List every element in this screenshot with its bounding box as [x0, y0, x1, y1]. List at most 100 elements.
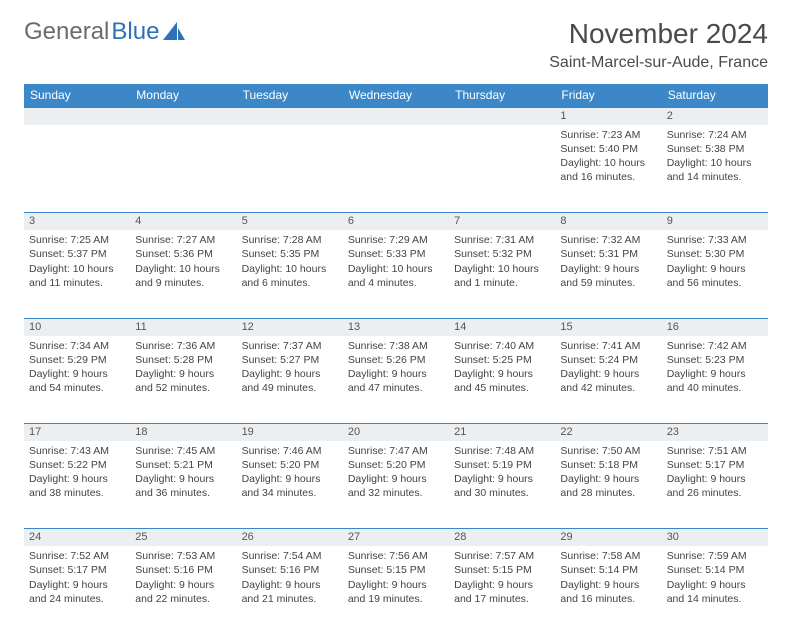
sunset-line: Sunset: 5:15 PM	[348, 563, 444, 577]
sunset-line: Sunset: 5:16 PM	[135, 563, 231, 577]
sunrise-line: Sunrise: 7:46 AM	[242, 444, 338, 458]
day-cell: Sunrise: 7:34 AMSunset: 5:29 PMDaylight:…	[24, 336, 130, 424]
daylight-line: Daylight: 9 hours	[29, 472, 125, 486]
day-number: 30	[662, 529, 768, 546]
location-subtitle: Saint-Marcel-sur-Aude, France	[549, 54, 768, 72]
day-cell: Sunrise: 7:36 AMSunset: 5:28 PMDaylight:…	[130, 336, 236, 424]
sunset-line: Sunset: 5:24 PM	[560, 353, 656, 367]
sunset-line: Sunset: 5:38 PM	[667, 142, 763, 156]
day-cell: Sunrise: 7:28 AMSunset: 5:35 PMDaylight:…	[237, 230, 343, 318]
day-cell: Sunrise: 7:56 AMSunset: 5:15 PMDaylight:…	[343, 546, 449, 634]
daylight-line: and 45 minutes.	[454, 381, 550, 395]
daylight-line: and 47 minutes.	[348, 381, 444, 395]
day-number: 28	[449, 529, 555, 546]
daylight-line: Daylight: 10 hours	[348, 262, 444, 276]
day-number	[343, 107, 449, 125]
sunset-line: Sunset: 5:21 PM	[135, 458, 231, 472]
day-number: 10	[24, 318, 130, 335]
daylight-line: and 34 minutes.	[242, 486, 338, 500]
daylight-line: and 42 minutes.	[560, 381, 656, 395]
day-number	[130, 107, 236, 125]
daylight-line: and 38 minutes.	[29, 486, 125, 500]
sunset-line: Sunset: 5:26 PM	[348, 353, 444, 367]
daylight-line: and 6 minutes.	[242, 276, 338, 290]
daynum-row: 17181920212223	[24, 424, 768, 441]
day-cell: Sunrise: 7:48 AMSunset: 5:19 PMDaylight:…	[449, 441, 555, 529]
sunrise-line: Sunrise: 7:28 AM	[242, 233, 338, 247]
sunrise-line: Sunrise: 7:32 AM	[560, 233, 656, 247]
sunset-line: Sunset: 5:37 PM	[29, 247, 125, 261]
day-cell: Sunrise: 7:23 AMSunset: 5:40 PMDaylight:…	[555, 125, 661, 213]
day-cell: Sunrise: 7:32 AMSunset: 5:31 PMDaylight:…	[555, 230, 661, 318]
day-cell: Sunrise: 7:25 AMSunset: 5:37 PMDaylight:…	[24, 230, 130, 318]
sunrise-line: Sunrise: 7:51 AM	[667, 444, 763, 458]
page-header: GeneralBlue November 2024 Saint-Marcel-s…	[24, 18, 768, 72]
daylight-line: and 28 minutes.	[560, 486, 656, 500]
day-cell: Sunrise: 7:51 AMSunset: 5:17 PMDaylight:…	[662, 441, 768, 529]
daylight-line: and 54 minutes.	[29, 381, 125, 395]
day-cell	[237, 125, 343, 213]
month-title: November 2024	[549, 18, 768, 50]
day-cell: Sunrise: 7:46 AMSunset: 5:20 PMDaylight:…	[237, 441, 343, 529]
sunset-line: Sunset: 5:22 PM	[29, 458, 125, 472]
sunrise-line: Sunrise: 7:36 AM	[135, 339, 231, 353]
day-header: Thursday	[449, 84, 555, 107]
day-number: 14	[449, 318, 555, 335]
day-number: 25	[130, 529, 236, 546]
daylight-line: Daylight: 10 hours	[135, 262, 231, 276]
daylight-line: Daylight: 10 hours	[29, 262, 125, 276]
sunset-line: Sunset: 5:17 PM	[667, 458, 763, 472]
day-header: Tuesday	[237, 84, 343, 107]
day-cell: Sunrise: 7:58 AMSunset: 5:14 PMDaylight:…	[555, 546, 661, 634]
daylight-line: Daylight: 9 hours	[667, 367, 763, 381]
day-header: Sunday	[24, 84, 130, 107]
daylight-line: and 56 minutes.	[667, 276, 763, 290]
day-cell: Sunrise: 7:42 AMSunset: 5:23 PMDaylight:…	[662, 336, 768, 424]
day-number: 8	[555, 213, 661, 230]
logo-text-1: General	[24, 18, 109, 46]
sunset-line: Sunset: 5:33 PM	[348, 247, 444, 261]
day-cell: Sunrise: 7:38 AMSunset: 5:26 PMDaylight:…	[343, 336, 449, 424]
sunset-line: Sunset: 5:18 PM	[560, 458, 656, 472]
day-cell	[24, 125, 130, 213]
day-number: 6	[343, 213, 449, 230]
sunrise-line: Sunrise: 7:24 AM	[667, 128, 763, 142]
daylight-line: and 52 minutes.	[135, 381, 231, 395]
sunrise-line: Sunrise: 7:54 AM	[242, 549, 338, 563]
sunrise-line: Sunrise: 7:37 AM	[242, 339, 338, 353]
sunrise-line: Sunrise: 7:56 AM	[348, 549, 444, 563]
sunrise-line: Sunrise: 7:40 AM	[454, 339, 550, 353]
daylight-line: and 26 minutes.	[667, 486, 763, 500]
daylight-line: and 14 minutes.	[667, 592, 763, 606]
day-number: 15	[555, 318, 661, 335]
sunrise-line: Sunrise: 7:43 AM	[29, 444, 125, 458]
logo-sail-icon	[163, 22, 185, 42]
day-number: 4	[130, 213, 236, 230]
day-number: 22	[555, 424, 661, 441]
logo-text-2: Blue	[111, 18, 159, 46]
daylight-line: and 21 minutes.	[242, 592, 338, 606]
daylight-line: Daylight: 9 hours	[242, 367, 338, 381]
daylight-line: and 19 minutes.	[348, 592, 444, 606]
daylight-line: Daylight: 9 hours	[454, 367, 550, 381]
day-cell: Sunrise: 7:27 AMSunset: 5:36 PMDaylight:…	[130, 230, 236, 318]
day-cell: Sunrise: 7:29 AMSunset: 5:33 PMDaylight:…	[343, 230, 449, 318]
sunset-line: Sunset: 5:30 PM	[667, 247, 763, 261]
day-number: 26	[237, 529, 343, 546]
daylight-line: Daylight: 9 hours	[29, 578, 125, 592]
day-cell: Sunrise: 7:41 AMSunset: 5:24 PMDaylight:…	[555, 336, 661, 424]
sunrise-line: Sunrise: 7:34 AM	[29, 339, 125, 353]
daylight-line: Daylight: 10 hours	[667, 156, 763, 170]
daylight-line: Daylight: 9 hours	[560, 262, 656, 276]
daylight-line: Daylight: 10 hours	[242, 262, 338, 276]
day-header: Friday	[555, 84, 661, 107]
sunset-line: Sunset: 5:16 PM	[242, 563, 338, 577]
day-number: 7	[449, 213, 555, 230]
day-cell: Sunrise: 7:37 AMSunset: 5:27 PMDaylight:…	[237, 336, 343, 424]
sunrise-line: Sunrise: 7:38 AM	[348, 339, 444, 353]
sunset-line: Sunset: 5:20 PM	[242, 458, 338, 472]
sunset-line: Sunset: 5:19 PM	[454, 458, 550, 472]
sunset-line: Sunset: 5:20 PM	[348, 458, 444, 472]
day-cell	[130, 125, 236, 213]
daylight-line: and 1 minute.	[454, 276, 550, 290]
